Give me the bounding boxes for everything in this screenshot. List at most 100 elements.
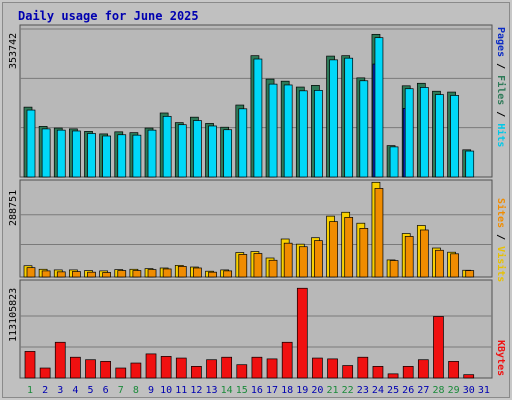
day-label: 30 [463,385,475,396]
hits-bar [314,90,323,178]
hits-bar [56,129,66,178]
hits-bar [87,133,96,178]
day-label: 15 [236,385,248,396]
kbytes-bar [175,357,187,379]
sites-bar [450,253,459,278]
sites-bar [162,268,172,278]
kbytes-bar [39,367,51,379]
day-label: 17 [266,385,278,396]
legend-sep: / [495,57,506,76]
legend-pages: Pages [495,27,506,58]
kbytes-bar [191,366,202,379]
kbytes-bar [251,356,263,379]
hits-bar [223,129,233,178]
kbytes-bar [266,358,278,379]
day-label: 21 [327,385,339,396]
day-label: 9 [148,385,154,396]
sites-bar [359,228,369,278]
hits-bar [435,94,444,178]
kbytes-bar [206,359,217,379]
kbytes-bar [54,341,66,379]
sites-bar [56,271,66,278]
hits-bar [162,115,172,178]
hits-bar [283,84,293,178]
legend-sep: / [495,228,506,247]
hits-bar [147,129,157,178]
day-label: 22 [342,385,354,396]
hits-bar [374,37,384,178]
kbytes-bar [85,359,96,379]
day-label: 1 [27,385,33,396]
top-ymax-label: 353742 [8,32,19,69]
day-label: 24 [372,385,384,396]
sites-bar [389,260,399,278]
sites-bar [419,229,429,278]
hits-bar [72,130,81,178]
hits-bar [238,108,248,178]
sites-bar [87,271,96,278]
sites-bar [223,270,233,278]
bar-marks [23,33,475,379]
kbytes-bar [296,287,308,379]
sites-bar [253,253,263,278]
legend-files: Files [495,75,506,106]
legend-visits: Visits [495,246,506,283]
sites-bar [238,254,248,278]
kbytes-bar [463,374,475,379]
hits-bar [389,146,399,178]
sites-bar [177,266,187,278]
day-label: 4 [72,385,78,396]
sites-bar [465,270,475,278]
kbytes-bar [281,341,293,379]
hits-bar [329,59,338,178]
day-label: 14 [221,385,233,396]
bottom-ymax-label: 113105823 [8,287,19,342]
sites-bar [41,270,51,278]
hits-bar [253,58,263,178]
legend-kbytes: KBytes [495,340,506,377]
hits-bar [419,87,429,178]
kbytes-bar [130,362,142,379]
sites-bar [102,272,111,278]
day-label: 29 [448,385,460,396]
hits-bar [298,90,308,178]
kbytes-bar [387,373,399,379]
kbytes-bar [100,361,111,379]
hits-bar [359,80,369,178]
day-label: 8 [133,385,139,396]
legend-mid: Sites / Visits [495,198,506,282]
kbytes-bar [145,353,157,379]
hits-bar [102,135,111,178]
sites-bar [147,269,157,278]
sites-bar [283,242,293,278]
day-label: 12 [190,385,202,396]
kbytes-bar [160,356,172,379]
day-label: 26 [402,385,414,396]
hits-bar [344,57,354,178]
legend-top: Pages / Files / Hits [495,27,506,147]
day-label: 11 [175,385,187,396]
legend-sites: Sites [495,198,506,229]
day-label: 6 [103,385,109,396]
kbytes-bar [372,366,384,379]
hits-bar [41,128,51,178]
sites-bar [329,221,338,278]
day-tick-labels: 1 2 3 4 5 6 7 8 9 10 11 12 13 14 15 16 17 18 19 20 21 22 23 24 2… [27,385,490,396]
hits-bar [193,120,202,178]
kbytes-bar [115,367,127,379]
kbytes-bar [312,357,323,379]
day-label: 13 [206,385,218,396]
day-label: 5 [87,385,93,396]
sites-bar [404,236,414,278]
sites-bar [26,267,36,278]
chart-title: Daily usage for June 2025 [18,9,199,23]
hits-bar [132,134,142,178]
legend-hits: Hits [495,123,506,148]
hits-bar [26,109,36,178]
day-label: 23 [357,385,369,396]
sites-bar [132,270,142,278]
kbytes-bar [221,356,233,379]
day-label: 19 [296,385,308,396]
day-label: 3 [57,385,63,396]
